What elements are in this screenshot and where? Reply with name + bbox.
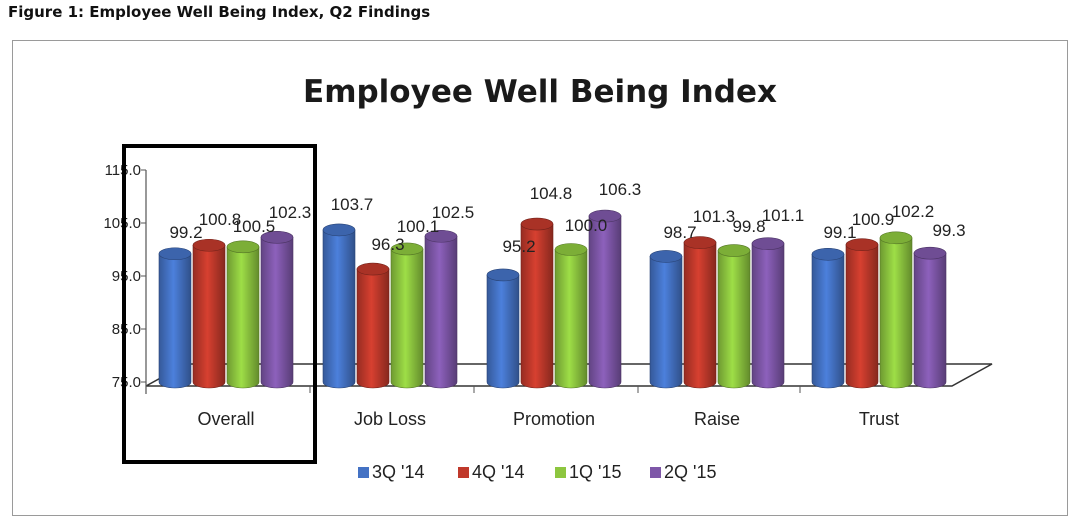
bar-trust-3	[879, 231, 913, 389]
legend-label: 3Q '14	[372, 462, 424, 482]
legend-swatch	[555, 467, 566, 478]
bar-raise-2	[683, 236, 717, 389]
bar-job-loss-1	[322, 223, 356, 389]
legend-item: 4Q '14	[458, 462, 524, 482]
data-label: 100.9	[852, 210, 895, 229]
bar-trust-4	[913, 246, 947, 389]
data-label: 101.1	[762, 206, 805, 225]
data-label: 100.5	[233, 217, 276, 236]
chart-frame	[12, 40, 1068, 516]
data-label: 99.8	[732, 217, 765, 236]
legend-item: 1Q '15	[555, 462, 621, 482]
data-label: 95.2	[502, 237, 535, 256]
x-category-label: Overall	[197, 409, 254, 429]
legend-label: 4Q '14	[472, 462, 524, 482]
bar-raise-4	[751, 237, 785, 389]
legend-swatch	[650, 467, 661, 478]
legend-label: 2Q '15	[664, 462, 716, 482]
legend-item: 2Q '15	[650, 462, 716, 482]
data-label: 99.1	[823, 223, 856, 242]
data-label: 100.1	[397, 217, 440, 236]
data-label: 96.3	[371, 235, 404, 254]
bar-promotion-4	[588, 209, 622, 389]
legend-swatch	[458, 467, 469, 478]
data-label: 103.7	[331, 195, 374, 214]
legend-label: 1Q '15	[569, 462, 621, 482]
legend-item: 3Q '14	[358, 462, 424, 482]
data-label: 101.3	[693, 207, 736, 226]
y-tick-label: 95.0	[112, 268, 141, 285]
x-category-label: Promotion	[513, 409, 595, 429]
bar-raise-1	[649, 250, 683, 389]
bar-job-loss-4	[424, 229, 458, 389]
data-label: 99.3	[932, 221, 965, 240]
data-label: 102.3	[269, 203, 312, 222]
highlight-box-overall	[122, 144, 317, 464]
bar-trust-1	[811, 247, 845, 389]
bar-overall-3	[226, 240, 260, 389]
bar-trust-2	[845, 238, 879, 389]
bar-overall-2	[192, 238, 226, 389]
data-label: 99.2	[169, 223, 202, 242]
bar-raise-3	[717, 244, 751, 389]
legend-swatch	[358, 467, 369, 478]
figure-caption: Figure 1: Employee Well Being Index, Q2 …	[8, 3, 431, 21]
y-tick-label: 75.0	[112, 374, 141, 391]
bar-overall-1	[158, 247, 192, 389]
chart-title: Employee Well Being Index	[303, 74, 777, 110]
data-label: 102.2	[892, 202, 935, 221]
bar-job-loss-2	[356, 262, 390, 389]
x-category-label: Raise	[694, 409, 740, 429]
bar-job-loss-3	[390, 242, 424, 389]
bar-promotion-1	[486, 268, 520, 389]
data-label: 100.0	[565, 216, 608, 235]
data-label: 106.3	[599, 180, 642, 199]
x-category-label: Trust	[859, 409, 899, 429]
data-label: 98.7	[663, 223, 696, 242]
x-category-label: Job Loss	[354, 409, 426, 429]
y-tick-label: 85.0	[112, 321, 141, 338]
data-label: 102.5	[432, 203, 475, 222]
bar-overall-4	[260, 231, 294, 389]
bar-promotion-2	[520, 217, 554, 389]
data-label: 104.8	[530, 184, 573, 203]
bar-promotion-3	[554, 243, 588, 389]
data-label: 100.8	[199, 210, 242, 229]
